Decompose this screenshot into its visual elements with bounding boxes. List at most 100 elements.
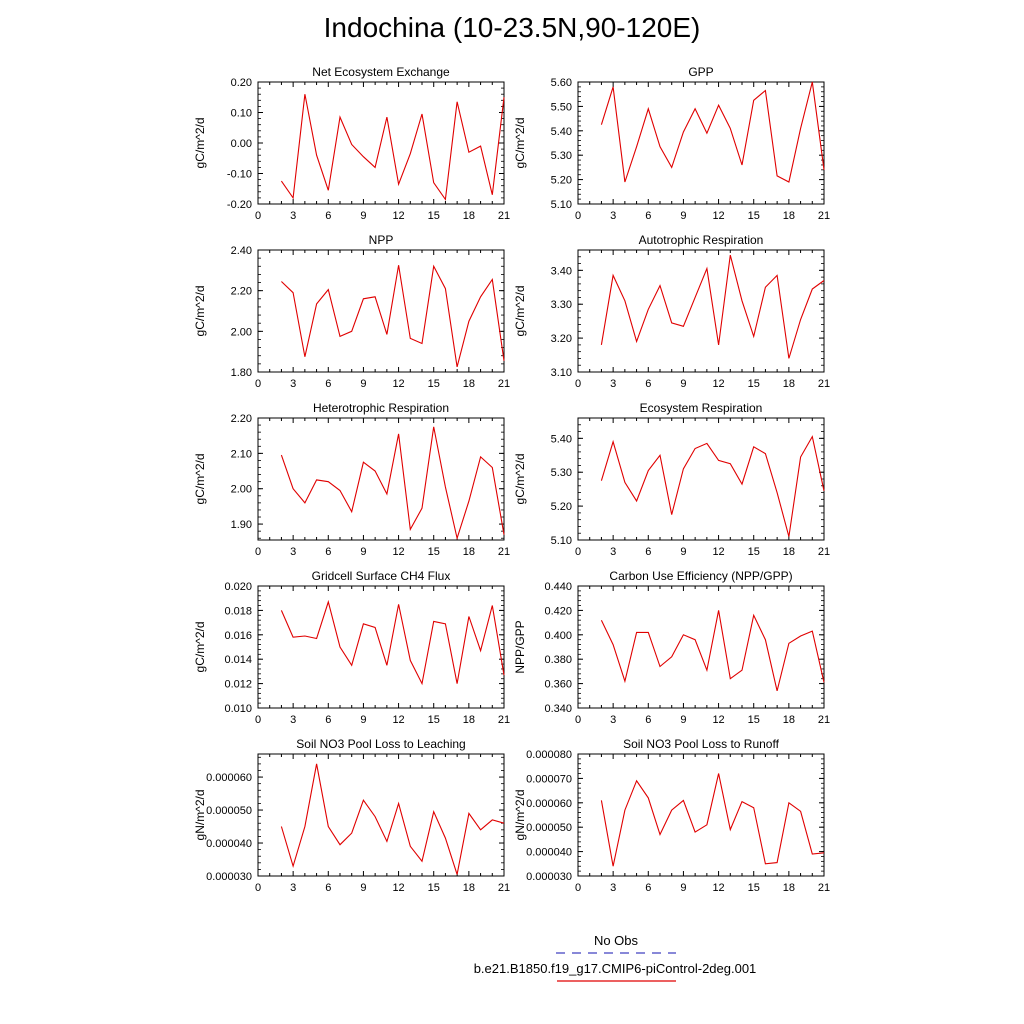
x-tick-label: 12	[712, 546, 724, 558]
x-tick-label: 21	[818, 714, 830, 726]
y-tick-label: 5.60	[551, 77, 572, 89]
y-tick-label: 0.10	[231, 108, 252, 120]
y-tick-label: 0.014	[224, 654, 252, 666]
x-tick-label: 3	[290, 378, 296, 390]
x-tick-label: 12	[392, 546, 404, 558]
panel-title: Gridcell Surface CH4 Flux	[312, 569, 451, 583]
y-axis-label: gC/m^2/d	[193, 622, 207, 673]
y-tick-label: 0.360	[544, 679, 572, 691]
x-tick-label: 15	[748, 378, 760, 390]
y-tick-label: 0.340	[544, 703, 572, 715]
y-tick-label: 0.010	[224, 703, 252, 715]
x-tick-label: 15	[748, 210, 760, 222]
x-tick-label: 0	[575, 210, 581, 222]
series-line	[280, 763, 505, 875]
plot-frame	[577, 249, 825, 373]
x-tick-label: 15	[748, 546, 760, 558]
y-tick-label: 3.40	[551, 265, 572, 277]
x-tick-label: 9	[360, 546, 366, 558]
chart-panel-1: Net Ecosystem Exchange gC/m^2/d 0 3 6 9 12 15 18…	[193, 65, 510, 222]
y-tick-label: 1.80	[231, 367, 252, 379]
x-tick-label: 21	[818, 210, 830, 222]
y-tick-label: 0.020	[224, 581, 252, 593]
y-tick-label: 0.380	[544, 654, 572, 666]
y-tick-label: -0.20	[227, 199, 252, 211]
y-tick-label: 0.000030	[206, 871, 252, 883]
x-tick-label: 21	[498, 714, 510, 726]
series-line	[600, 435, 825, 537]
y-axis-label: gC/m^2/d	[513, 454, 527, 505]
y-axis-label: gC/m^2/d	[193, 118, 207, 169]
x-tick-label: 18	[463, 210, 475, 222]
x-tick-label: 3	[610, 882, 616, 894]
x-tick-label: 9	[360, 210, 366, 222]
x-tick-label: 15	[428, 882, 440, 894]
x-tick-label: 18	[783, 882, 795, 894]
x-tick-label: 21	[498, 546, 510, 558]
legend-obs-entry: No Obs	[556, 933, 676, 958]
panel-title: Heterotrophic Respiration	[313, 401, 449, 415]
x-tick-label: 9	[680, 546, 686, 558]
y-tick-label: 5.20	[551, 175, 572, 187]
legend-case-entry: b.e21.B1850.f19_g17.CMIP6-piControl-2deg…	[440, 961, 790, 986]
y-tick-label: 2.40	[231, 245, 252, 257]
x-tick-label: 6	[325, 882, 331, 894]
chart-panel-8: Carbon Use Efficiency (NPP/GPP) NPP/GPP 0 3…	[513, 569, 830, 726]
series-line	[280, 94, 505, 201]
plot-frame	[577, 585, 825, 709]
x-tick-label: 0	[575, 378, 581, 390]
x-tick-label: 12	[712, 210, 724, 222]
y-tick-label: 5.50	[551, 101, 572, 113]
x-tick-label: 15	[428, 210, 440, 222]
x-tick-label: 9	[680, 882, 686, 894]
x-tick-label: 6	[645, 882, 651, 894]
x-tick-label: 9	[680, 714, 686, 726]
x-tick-label: 12	[392, 378, 404, 390]
x-tick-label: 21	[498, 882, 510, 894]
x-tick-label: 18	[463, 546, 475, 558]
x-tick-label: 9	[680, 378, 686, 390]
y-tick-label: 0.016	[224, 630, 252, 642]
chart-panel-6: Ecosystem Respiration gC/m^2/d 0 3 6 9 12 15 18 2…	[513, 401, 830, 558]
x-tick-label: 18	[783, 546, 795, 558]
y-tick-label: 1.90	[231, 519, 252, 531]
x-tick-label: 12	[712, 378, 724, 390]
y-axis-label: NPP/GPP	[513, 620, 527, 673]
y-tick-label: -0.10	[227, 169, 252, 181]
x-tick-label: 6	[325, 210, 331, 222]
chart-panel-5: Heterotrophic Respiration gC/m^2/d 0 3 6 9 12 1…	[193, 401, 510, 558]
x-tick-label: 12	[712, 882, 724, 894]
x-tick-label: 18	[783, 378, 795, 390]
x-tick-label: 6	[645, 210, 651, 222]
x-tick-label: 3	[610, 714, 616, 726]
y-tick-label: 0.018	[224, 605, 252, 617]
series-line	[600, 254, 825, 359]
y-tick-label: 3.30	[551, 299, 572, 311]
x-tick-label: 21	[818, 378, 830, 390]
x-tick-label: 18	[783, 210, 795, 222]
x-tick-label: 0	[255, 546, 261, 558]
y-tick-label: 0.000060	[526, 798, 572, 810]
x-tick-label: 9	[360, 882, 366, 894]
plot-frame	[257, 585, 505, 709]
y-tick-label: 0.000040	[206, 838, 252, 850]
series-line	[280, 599, 505, 686]
x-tick-label: 18	[463, 378, 475, 390]
y-tick-label: 0.440	[544, 581, 572, 593]
x-tick-label: 15	[428, 378, 440, 390]
y-axis-label: gC/m^2/d	[193, 286, 207, 337]
x-tick-label: 15	[748, 714, 760, 726]
y-axis-label: gC/m^2/d	[513, 118, 527, 169]
plot-frame	[577, 417, 825, 541]
x-tick-label: 3	[290, 714, 296, 726]
figure-title: Indochina (10-23.5N,90-120E)	[323, 12, 701, 43]
plot-frame	[257, 417, 505, 541]
y-tick-label: 2.10	[231, 448, 252, 460]
panel-title: NPP	[369, 233, 394, 247]
panel-title: Net Ecosystem Exchange	[312, 65, 450, 79]
series-line	[280, 426, 505, 541]
y-tick-label: 0.000080	[526, 749, 572, 761]
x-tick-label: 6	[645, 714, 651, 726]
plot-frame	[257, 249, 505, 373]
x-tick-label: 21	[498, 378, 510, 390]
